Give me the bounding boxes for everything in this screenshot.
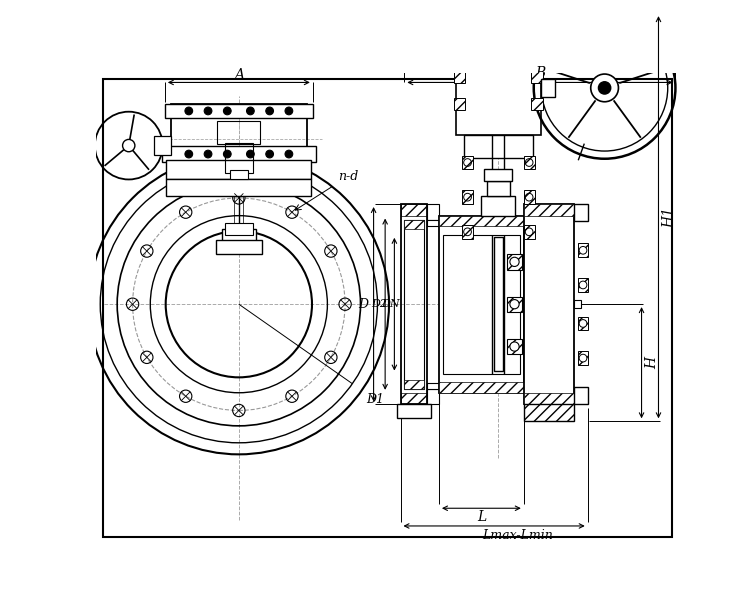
- Bar: [225, 143, 253, 173]
- Circle shape: [510, 342, 519, 351]
- Bar: [162, 146, 316, 162]
- Circle shape: [579, 246, 587, 254]
- Bar: [454, 98, 465, 110]
- Bar: [541, 79, 555, 97]
- Circle shape: [579, 354, 587, 362]
- Circle shape: [510, 257, 519, 267]
- Circle shape: [246, 150, 254, 158]
- Bar: [531, 71, 543, 83]
- Bar: [524, 393, 574, 404]
- Bar: [462, 156, 473, 170]
- Bar: [454, 71, 465, 83]
- Bar: [439, 216, 524, 226]
- Bar: [427, 204, 439, 220]
- Text: H1: H1: [662, 207, 677, 228]
- Bar: [507, 339, 522, 354]
- Bar: [215, 240, 262, 254]
- Circle shape: [285, 107, 293, 115]
- Bar: [507, 254, 522, 270]
- Bar: [524, 204, 574, 404]
- Text: D1: D1: [366, 393, 384, 406]
- Bar: [462, 190, 473, 204]
- Text: DN: DN: [381, 299, 400, 309]
- Bar: [401, 204, 427, 404]
- Circle shape: [599, 82, 611, 94]
- Circle shape: [185, 150, 193, 158]
- Text: B: B: [534, 66, 545, 80]
- Circle shape: [285, 150, 293, 158]
- Text: Lmax-Lmin: Lmax-Lmin: [482, 529, 553, 542]
- Circle shape: [122, 140, 135, 152]
- Bar: [507, 296, 522, 312]
- Bar: [456, 54, 541, 135]
- Bar: [574, 300, 581, 308]
- Circle shape: [266, 107, 274, 115]
- Bar: [230, 170, 248, 179]
- Circle shape: [579, 320, 587, 328]
- Bar: [578, 351, 588, 365]
- Bar: [482, 196, 516, 216]
- Bar: [531, 36, 543, 49]
- Bar: [531, 67, 543, 79]
- Bar: [166, 160, 311, 179]
- Circle shape: [246, 107, 254, 115]
- Text: D: D: [358, 298, 368, 310]
- Bar: [574, 387, 587, 404]
- Bar: [463, 135, 533, 158]
- Text: D2: D2: [371, 299, 387, 309]
- Text: A: A: [234, 68, 244, 82]
- Bar: [222, 229, 256, 243]
- Circle shape: [204, 107, 212, 115]
- Text: n-d: n-d: [338, 170, 358, 183]
- Bar: [454, 67, 465, 79]
- Bar: [401, 204, 427, 216]
- Bar: [165, 104, 313, 118]
- Bar: [524, 225, 534, 239]
- Bar: [404, 379, 423, 389]
- Bar: [578, 243, 588, 257]
- Bar: [485, 170, 513, 181]
- Bar: [454, 36, 465, 49]
- Text: L: L: [477, 511, 486, 525]
- Bar: [524, 404, 574, 422]
- Circle shape: [224, 107, 231, 115]
- Circle shape: [185, 107, 193, 115]
- Bar: [427, 382, 458, 389]
- Bar: [154, 137, 171, 155]
- Bar: [225, 223, 253, 235]
- Bar: [217, 121, 260, 144]
- Bar: [531, 98, 543, 110]
- Bar: [524, 190, 534, 204]
- Bar: [401, 393, 427, 404]
- Circle shape: [224, 150, 231, 158]
- Bar: [524, 204, 574, 216]
- Bar: [404, 220, 423, 229]
- Bar: [494, 237, 503, 371]
- Bar: [427, 389, 439, 404]
- Text: H: H: [646, 357, 659, 369]
- Bar: [487, 181, 510, 196]
- Circle shape: [266, 150, 274, 158]
- Bar: [578, 278, 588, 292]
- Bar: [462, 225, 473, 239]
- Bar: [450, 43, 547, 54]
- Bar: [404, 220, 423, 389]
- Circle shape: [204, 150, 212, 158]
- Bar: [439, 216, 524, 393]
- Bar: [439, 382, 524, 393]
- Circle shape: [510, 300, 519, 309]
- Circle shape: [579, 281, 587, 289]
- Bar: [574, 204, 587, 221]
- Bar: [443, 235, 520, 373]
- Circle shape: [590, 74, 618, 102]
- Bar: [397, 404, 432, 418]
- Bar: [524, 156, 534, 170]
- Bar: [578, 317, 588, 331]
- Bar: [166, 179, 311, 196]
- Bar: [171, 104, 307, 196]
- Bar: [427, 220, 458, 226]
